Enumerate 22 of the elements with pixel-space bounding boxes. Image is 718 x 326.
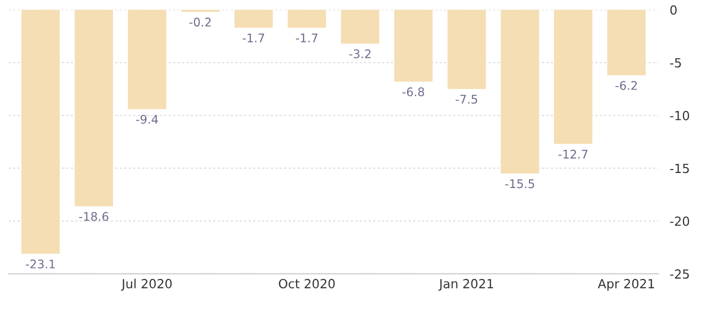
x-tick-label: Apr 2021 — [598, 278, 654, 291]
y-tick-label: 0 — [670, 5, 677, 15]
data-label: -0.2 — [189, 18, 211, 27]
data-label: -6.2 — [616, 81, 637, 90]
data-label: -12.7 — [558, 150, 588, 158]
y-tick-label: -10 — [670, 110, 690, 120]
data-label: -1.7 — [296, 34, 318, 42]
x-tick-label: Jul 2020 — [121, 278, 172, 291]
data-label: -1.7 — [242, 34, 264, 42]
y-tick-label: -15 — [670, 164, 689, 174]
x-tick-label: Jan 2021 — [438, 278, 494, 291]
x-tick-label: Oct 2020 — [278, 278, 335, 288]
data-label: -9.4 — [136, 114, 158, 124]
data-label: -6.8 — [402, 87, 424, 96]
data-label: -23.1 — [26, 260, 55, 268]
data-label: -15.5 — [505, 179, 534, 188]
data-label: -18.6 — [79, 212, 108, 221]
y-tick-label: -25 — [670, 269, 689, 279]
data-label: -3.2 — [349, 49, 370, 58]
data-label: -7.5 — [456, 94, 478, 104]
y-tick-label: -5 — [670, 58, 681, 68]
y-tick-label: -20 — [670, 216, 690, 226]
